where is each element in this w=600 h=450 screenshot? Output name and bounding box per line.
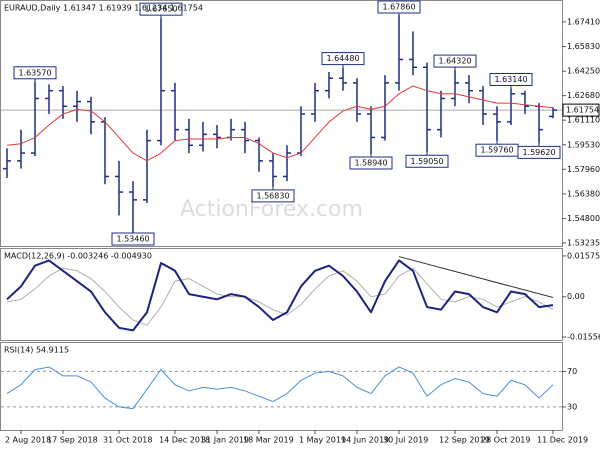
macd-panel bbox=[0, 248, 563, 341]
y-tick-label: 1.67410 bbox=[567, 17, 600, 26]
annotation-label: 1.63140 bbox=[494, 75, 527, 84]
y-tick-label: -0.015568 bbox=[567, 333, 600, 342]
y-tick-label: 0.00 bbox=[567, 292, 585, 301]
annotation-box bbox=[251, 189, 295, 203]
x-tick-label: 31 Oct 2018 bbox=[103, 436, 152, 445]
trendline bbox=[398, 256, 554, 298]
moving-average bbox=[6, 85, 554, 162]
y-tick-label: 1.57960 bbox=[567, 165, 600, 174]
annotation-box bbox=[13, 66, 57, 80]
annotation-box bbox=[433, 54, 477, 68]
series-line bbox=[6, 366, 554, 410]
annotation-label: 1.63570 bbox=[18, 68, 51, 77]
annotation-label: 1.56830 bbox=[256, 191, 289, 200]
annotation-label: 1.64480 bbox=[326, 54, 359, 63]
annotation-box bbox=[377, 0, 421, 14]
x-tick-label: 28 Oct 2019 bbox=[481, 436, 530, 445]
annotation-label: 1.67860 bbox=[382, 3, 415, 12]
series-line bbox=[6, 267, 554, 326]
x-tick-label: 12 Sep 2019 bbox=[439, 436, 490, 445]
x-tick-label: 14 Jun 2019 bbox=[341, 436, 389, 445]
annotation-label: 1.58940 bbox=[354, 158, 387, 167]
macd-title: MACD(12,26,9) -0.003246 -0.004930 bbox=[4, 252, 152, 261]
y-tick-label: 1.54800 bbox=[567, 214, 600, 223]
price-panel bbox=[0, 0, 563, 247]
annotation-label: 1.59050 bbox=[410, 157, 443, 166]
annotation-box bbox=[111, 232, 155, 246]
y-tick-label: 1.65830 bbox=[567, 42, 600, 51]
y-tick-label: 1.53235 bbox=[567, 238, 600, 247]
x-tick-label: 30 Jul 2019 bbox=[383, 436, 428, 445]
rsi-title: RSI(14) 54.9115 bbox=[4, 346, 69, 355]
x-tick-label: 1 May 2019 bbox=[299, 436, 346, 445]
annotation-label: 1.59760 bbox=[480, 146, 513, 155]
y-tick-label: 1.62680 bbox=[567, 91, 600, 100]
annotation-box bbox=[517, 145, 561, 159]
last-price-box bbox=[562, 103, 600, 117]
y-tick-label: 1.59530 bbox=[567, 140, 600, 149]
y-tick-label: 1.56380 bbox=[567, 189, 600, 198]
last-price-label: 1.61754 bbox=[566, 106, 599, 115]
series-line bbox=[6, 259, 554, 332]
x-tick-label: 2 Aug 2018 bbox=[5, 436, 51, 445]
x-tick-label: 17 Sep 2018 bbox=[47, 436, 98, 445]
annotation-label: 1.53460 bbox=[116, 235, 149, 244]
y-tick-label: 0.01575 bbox=[567, 251, 600, 260]
x-tick-label: 18 Mar 2019 bbox=[243, 436, 294, 445]
y-tick-label: 1.61110 bbox=[567, 116, 600, 125]
x-tick-label: 11 Dec 2019 bbox=[537, 436, 588, 445]
rsi-panel bbox=[0, 342, 563, 431]
price-title: EURAUD,Daily 1.61347 1.61939 1.61234 1.6… bbox=[4, 4, 203, 13]
annotation-box bbox=[139, 2, 183, 16]
x-tick-label: 14 Dec 2018 bbox=[159, 436, 210, 445]
x-tick-label: 31 Jan 2019 bbox=[201, 436, 249, 445]
annotation-box bbox=[349, 156, 393, 170]
annotation-box bbox=[321, 52, 365, 66]
y-tick-label: 70 bbox=[567, 367, 577, 376]
annotation-label: 1.59620 bbox=[522, 148, 555, 157]
y-tick-label: 1.64250 bbox=[567, 67, 600, 76]
y-tick-label: 30 bbox=[567, 402, 577, 411]
annotation-label: 1.64320 bbox=[438, 57, 471, 66]
annotation-label: 1.67650 bbox=[144, 5, 177, 14]
annotation-box bbox=[489, 72, 533, 86]
annotation-box bbox=[405, 154, 449, 168]
